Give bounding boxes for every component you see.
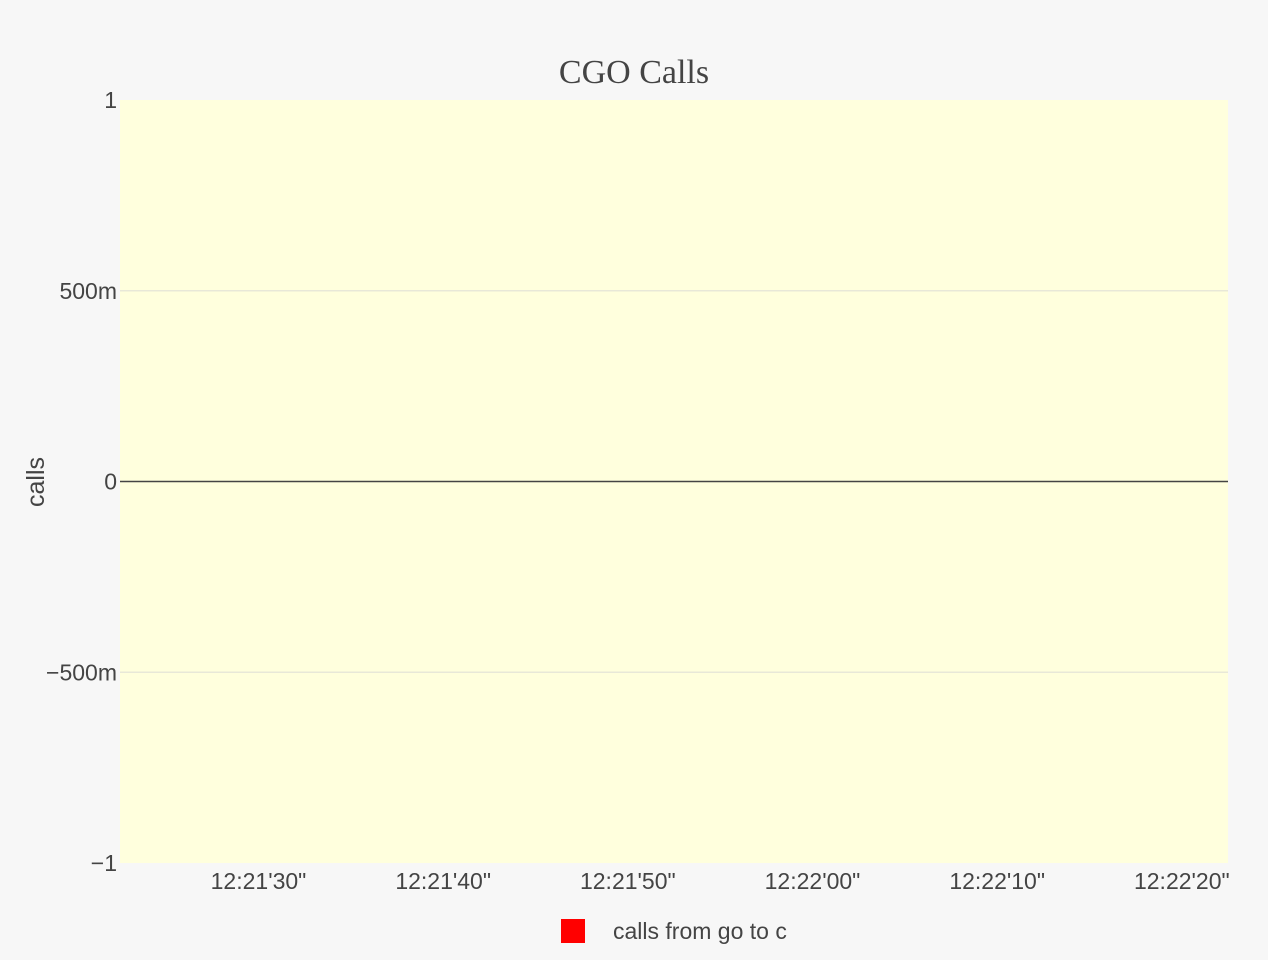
- y-tick-label: −1: [91, 850, 117, 876]
- x-tick-label: 12:21'40": [395, 868, 491, 894]
- y-tick-label: −500m: [46, 659, 117, 685]
- x-tick-label: 12:21'30": [211, 868, 307, 894]
- x-axis-ticks: 12:21'30" 12:21'40" 12:21'50" 12:22'00" 12:2…: [211, 868, 1230, 894]
- x-tick-label: 12:22'10": [949, 868, 1045, 894]
- y-axis-label: calls: [22, 457, 50, 507]
- legend-label: calls from go to c: [613, 918, 787, 944]
- y-tick-label: 500m: [59, 278, 117, 304]
- x-tick-label: 12:22'00": [765, 868, 861, 894]
- y-tick-label: 1: [104, 87, 117, 113]
- grid-lines: [120, 290, 1228, 673]
- legend: calls from go to c: [561, 918, 787, 944]
- y-axis-ticks: 1 500m 0 −500m −1: [46, 87, 117, 876]
- legend-swatch: [561, 919, 585, 943]
- x-tick-label: 12:22'20": [1134, 868, 1230, 894]
- chart-title: CGO Calls: [559, 54, 709, 91]
- x-tick-label: 12:21'50": [580, 868, 676, 894]
- y-tick-label: 0: [104, 469, 117, 495]
